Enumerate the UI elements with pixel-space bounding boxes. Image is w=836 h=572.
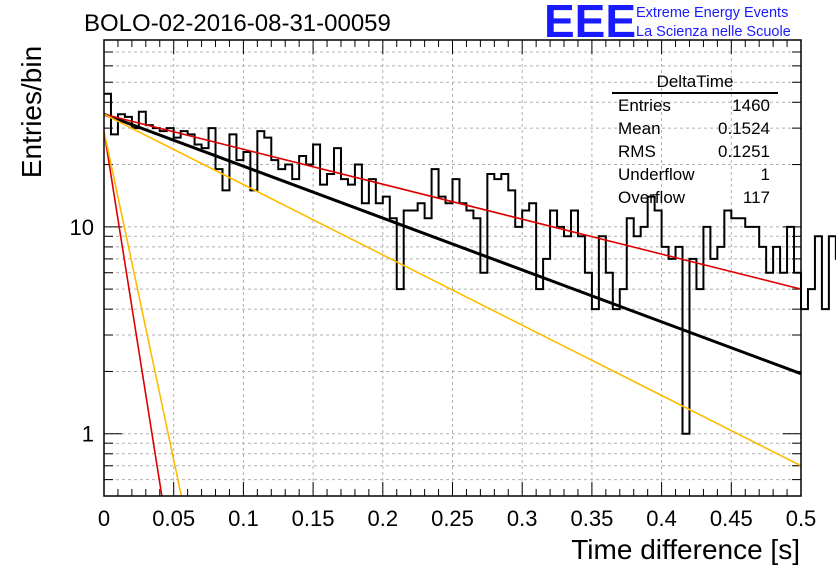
fit-line-3 xyxy=(103,131,163,497)
fit-line-2 xyxy=(103,113,802,467)
x-tick-label: 0.2 xyxy=(368,506,399,531)
plot-frame xyxy=(103,39,802,497)
stats-row-entries: Entries 1460 xyxy=(612,94,778,117)
x-tick-label: 0.35 xyxy=(570,506,613,531)
fit-line-1 xyxy=(103,113,802,290)
logo-line-1: Extreme Energy Events xyxy=(636,5,789,21)
histogram-series xyxy=(104,92,836,435)
stats-label: Overflow xyxy=(618,188,686,207)
stats-label: RMS xyxy=(618,142,656,161)
x-tick-label: 0.5 xyxy=(786,506,817,531)
stats-row-mean: Mean 0.1524 xyxy=(612,117,778,140)
x-tick-label: 0.25 xyxy=(431,506,474,531)
stats-value: 0.1524 xyxy=(718,119,770,138)
x-tick-label: 0.15 xyxy=(292,506,335,531)
y-tick-label: 10 xyxy=(70,215,94,240)
x-tick-label: 0.3 xyxy=(507,506,538,531)
x-tick-label: 0 xyxy=(98,506,110,531)
stats-row-rms: RMS 0.1251 xyxy=(612,140,778,163)
logo-line-2: La Scienza nelle Scuole xyxy=(636,24,791,40)
x-tick-label: 0.1 xyxy=(228,506,259,531)
fit-line-4 xyxy=(103,131,183,497)
stats-label: Underflow xyxy=(618,165,695,184)
stats-label: Mean xyxy=(618,119,661,138)
y-axis-label: Entries/bin xyxy=(16,45,47,179)
x-tick-label: 0.45 xyxy=(710,506,753,531)
stats-row-underflow: Underflow 1 xyxy=(612,163,778,186)
x-axis-label: Time difference [s] xyxy=(571,534,800,565)
stats-value: 117 xyxy=(742,188,770,207)
x-tick-label: 0.4 xyxy=(646,506,677,531)
stats-label: Entries xyxy=(618,96,671,115)
stats-title: DeltaTime xyxy=(612,72,778,94)
stats-value: 1 xyxy=(760,165,770,184)
y-tick-label: 1 xyxy=(82,422,94,447)
stats-box: DeltaTime Entries 1460 Mean 0.1524 RMS 0… xyxy=(612,72,778,209)
stats-value: 1460 xyxy=(732,96,770,115)
stats-row-overflow: Overflow 117 xyxy=(612,186,778,209)
x-tick-label: 0.05 xyxy=(152,506,195,531)
fit-line-0 xyxy=(103,112,802,376)
stats-value: 0.1251 xyxy=(718,142,770,161)
logo-eee-text: EEE xyxy=(544,0,637,47)
chart-title: BOLO-02-2016-08-31-00059 xyxy=(84,10,391,37)
